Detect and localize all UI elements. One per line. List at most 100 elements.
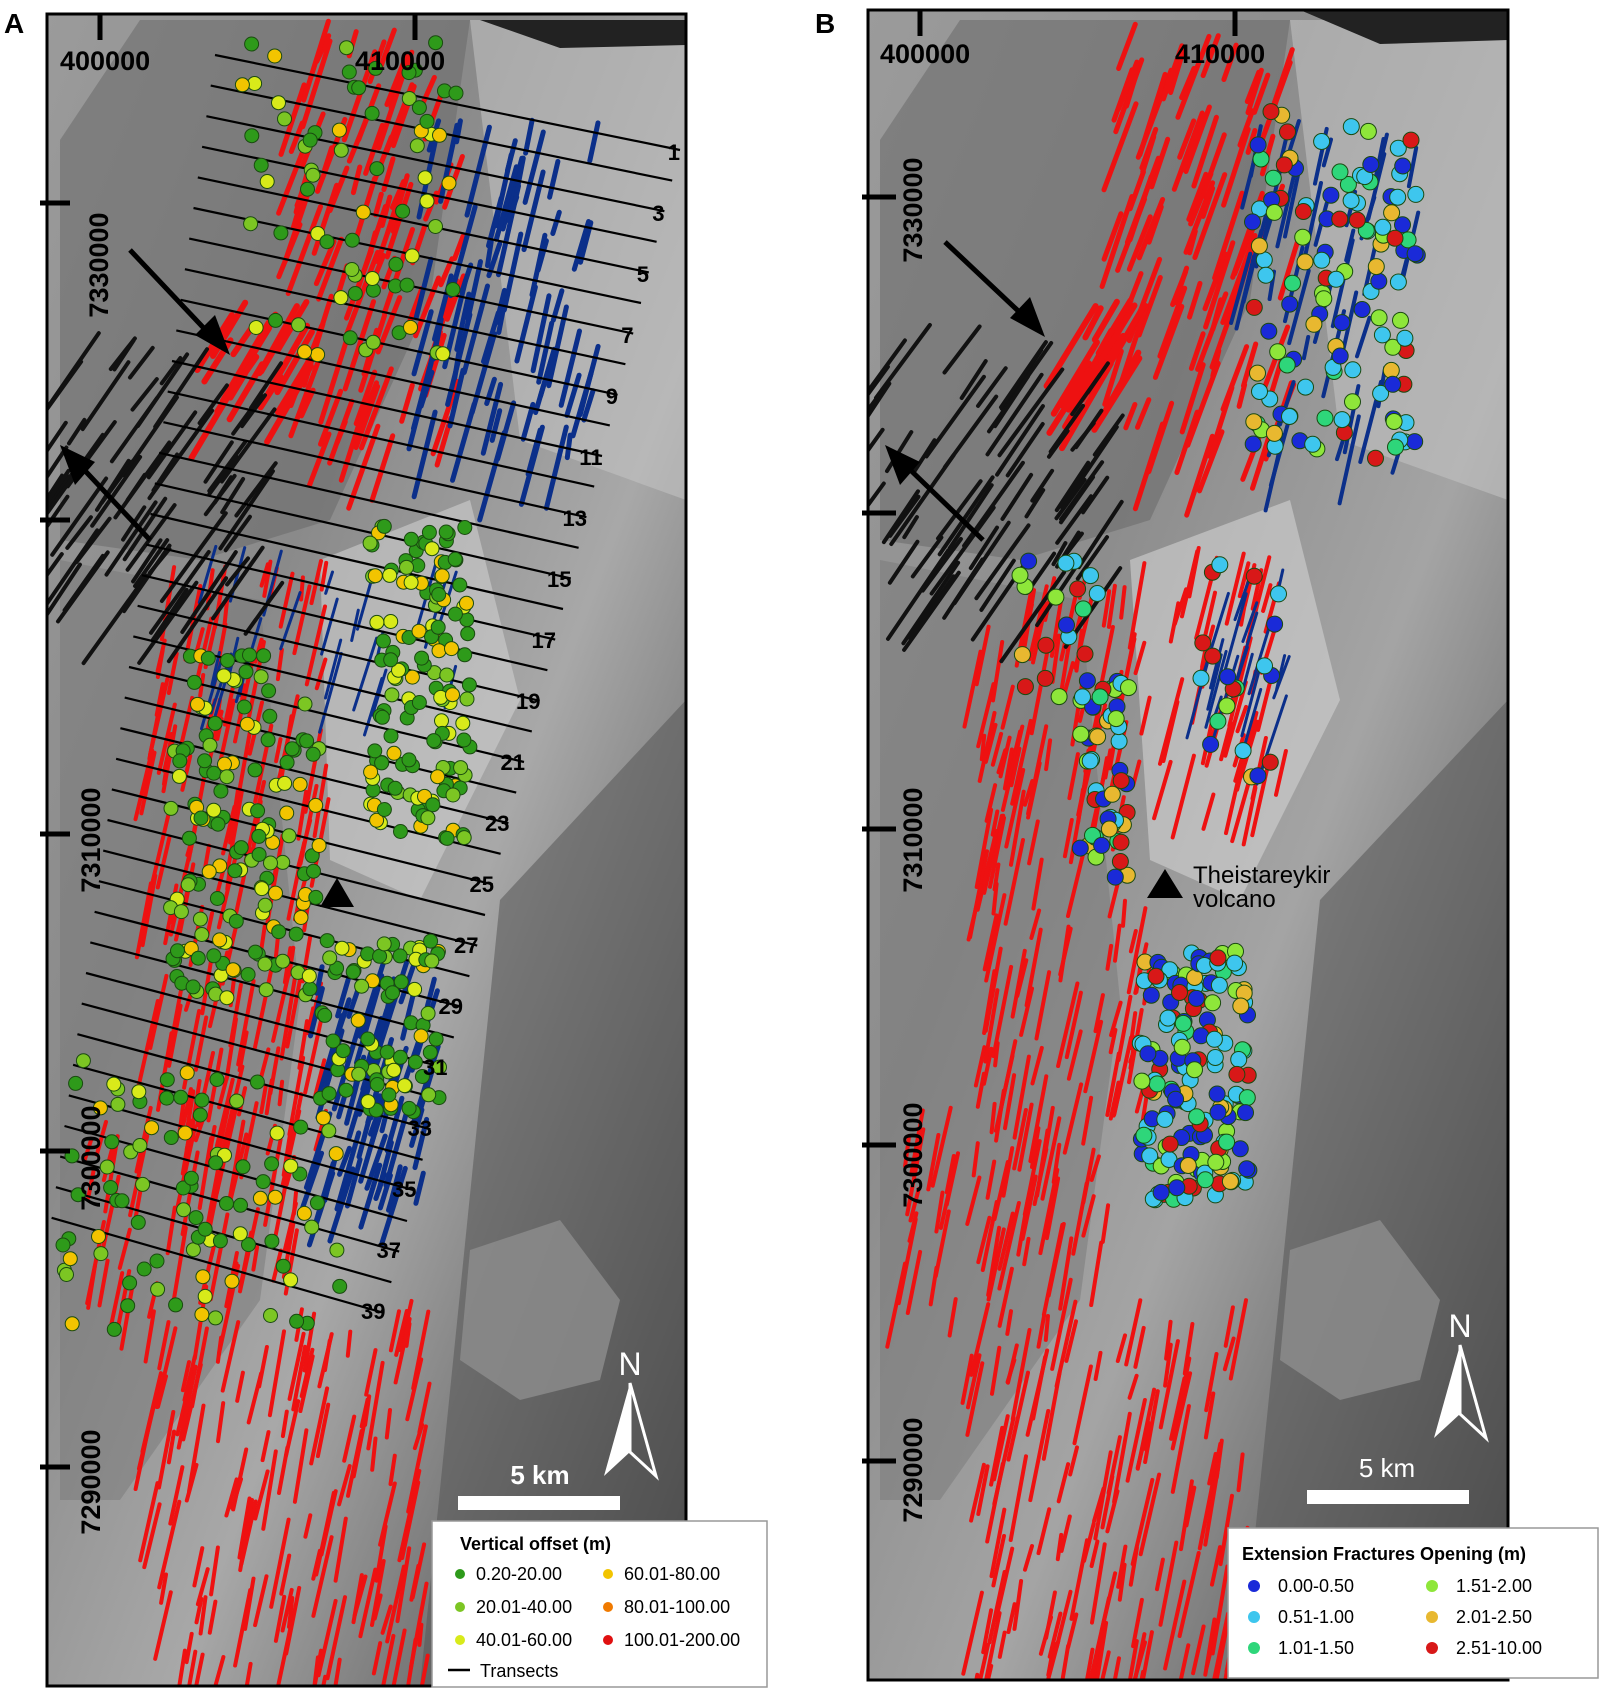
- fracture-opening-point: [1383, 204, 1401, 222]
- fault-segment: [1000, 684, 1015, 730]
- offset-point: [304, 848, 320, 864]
- fracture-opening-point: [1047, 588, 1065, 606]
- fault-segment: [213, 564, 228, 630]
- fracture-segment: [514, 284, 538, 364]
- fault-segment: [228, 787, 240, 845]
- offset-point: [432, 127, 447, 143]
- fault-segment: [359, 1397, 370, 1429]
- fault-segment: [1191, 1624, 1206, 1676]
- offset-point: [367, 743, 383, 759]
- fracture-opening-point: [1385, 413, 1403, 430]
- fault-segment: [119, 1285, 135, 1351]
- fault-segment: [1058, 924, 1071, 983]
- offset-point: [271, 924, 287, 940]
- fault-segment: [166, 651, 179, 695]
- fault-segment: [299, 387, 316, 419]
- offset-point: [459, 691, 475, 707]
- offset-point: [256, 648, 272, 664]
- fault-segment: [1071, 1181, 1089, 1256]
- transect-number: 17: [532, 628, 556, 653]
- fault-segment: [264, 363, 314, 445]
- offset-point: [277, 775, 293, 791]
- fault-segment: [905, 1249, 923, 1315]
- fracture-segment: [581, 388, 596, 423]
- fault-segment: [1059, 1514, 1072, 1553]
- legend-swatch: [603, 1602, 613, 1612]
- fault-segment: [989, 1101, 997, 1135]
- fault-segment: [1197, 1473, 1217, 1551]
- fault-segment: [969, 1462, 986, 1523]
- fault-segment: [285, 204, 323, 296]
- transect-number: 37: [377, 1238, 401, 1263]
- offset-point: [238, 664, 254, 680]
- fracture-opening-point: [1269, 343, 1287, 361]
- fault-segment: [1127, 1373, 1139, 1400]
- fault-segment: [333, 1657, 342, 1686]
- fracture-segment: [506, 194, 520, 224]
- legend-item-label: 2.51-10.00: [1456, 1638, 1542, 1658]
- offset-point: [197, 753, 213, 769]
- offset-point: [262, 708, 278, 724]
- fracture-opening-point: [1406, 433, 1424, 451]
- offset-point: [432, 1059, 447, 1075]
- fault-segment: [1123, 402, 1138, 431]
- fracture-opening-point: [1218, 1133, 1236, 1151]
- fracture-opening-point: [1389, 139, 1407, 157]
- fault-segment: [1023, 779, 1035, 807]
- legend-swatch: [455, 1569, 465, 1579]
- legend-title: Vertical offset (m): [460, 1534, 611, 1554]
- fracture-opening-point: [1266, 615, 1284, 633]
- transect-number: 9: [606, 384, 618, 409]
- fault-segment: [1124, 1298, 1143, 1367]
- fault-segment: [1058, 1236, 1074, 1311]
- fault-segment: [991, 1534, 1006, 1588]
- offset-point: [350, 1012, 366, 1028]
- fracture-opening-point: [1093, 836, 1111, 854]
- fault-segment: [342, 1414, 357, 1463]
- fault-segment: [1009, 746, 1022, 788]
- offset-point: [379, 1044, 395, 1060]
- fracture-segment: [364, 1133, 388, 1191]
- offset-point: [180, 877, 196, 893]
- fault-segment: [228, 1119, 246, 1198]
- fault-segment: [1124, 68, 1140, 109]
- fracture-segment: [389, 1164, 403, 1200]
- fault-segment: [342, 299, 376, 392]
- fracture-segment: [1229, 251, 1253, 325]
- fault-segment: [393, 1317, 412, 1385]
- transect-number: 21: [501, 750, 525, 775]
- fault-segment: [1001, 1146, 1015, 1198]
- fault-segment: [997, 1630, 1007, 1659]
- fault-segment: [1066, 1029, 1083, 1081]
- fault-segment: [237, 1496, 252, 1560]
- fault-segment: [976, 366, 1008, 408]
- fault-segment: [292, 584, 312, 656]
- offset-point: [329, 1242, 345, 1258]
- fault-segment: [1158, 1339, 1180, 1430]
- fracture-opening-point: [1374, 218, 1392, 236]
- legend-item-label: 0.51-1.00: [1278, 1607, 1354, 1627]
- fault-segment: [143, 1309, 156, 1364]
- fault-segment: [213, 1655, 226, 1686]
- fracture-opening-point: [1072, 725, 1090, 743]
- fault-segment: [1183, 104, 1212, 174]
- offset-point: [163, 800, 179, 816]
- fracture-opening-point: [1386, 229, 1404, 247]
- fault-segment: [275, 647, 284, 682]
- offset-point: [403, 1015, 419, 1031]
- fault-segment: [1108, 1027, 1118, 1055]
- fracture-segment: [411, 409, 438, 500]
- fault-segment: [417, 1622, 424, 1647]
- offset-point: [424, 541, 440, 557]
- fault-segment: [1204, 1352, 1219, 1413]
- fracture-segment: [530, 293, 552, 374]
- easting-label: 400000: [880, 39, 970, 69]
- offset-point: [279, 754, 295, 770]
- offset-point: [267, 1189, 283, 1205]
- fault-segment: [968, 525, 999, 571]
- fracture-opening-point: [1135, 1126, 1153, 1144]
- fracture-opening-point: [1245, 298, 1263, 316]
- fault-segment: [187, 1649, 198, 1686]
- fault-segment: [1218, 1493, 1234, 1567]
- sea-area: [480, 20, 686, 48]
